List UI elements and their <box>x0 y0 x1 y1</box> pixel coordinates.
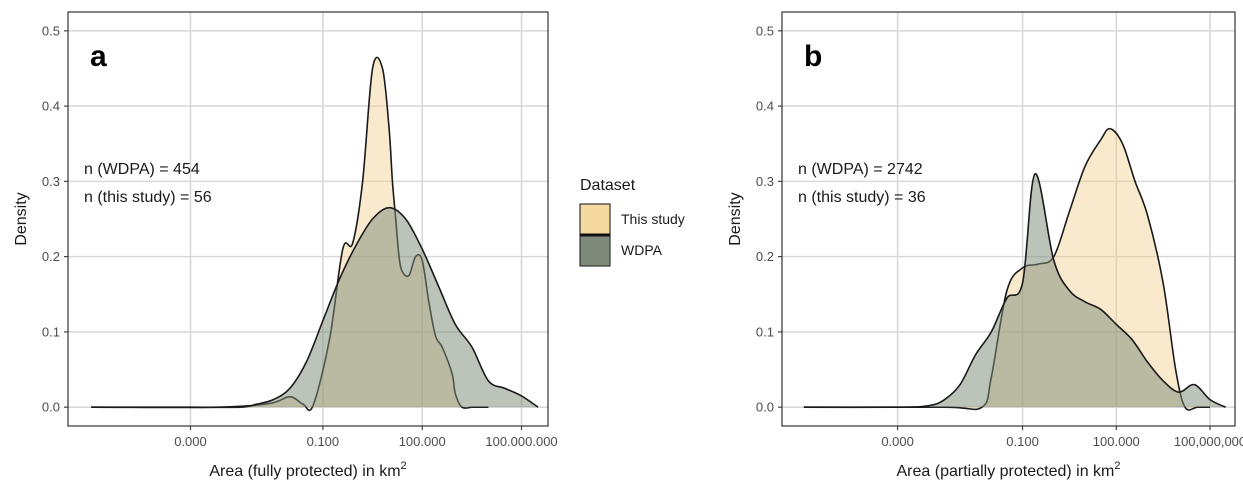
panel-letter: b <box>804 40 822 73</box>
x-tick-label: 0.100 <box>1006 434 1039 449</box>
panel-letter: a <box>90 40 107 73</box>
sample-size-annotation: n (this study) = 56 <box>84 189 212 206</box>
x-tick-label: 100.000 <box>399 434 446 449</box>
legend-label: This study <box>621 211 685 227</box>
y-tick-label: 0.1 <box>42 324 60 339</box>
density-line-wdpa <box>91 206 539 409</box>
legend-key <box>580 235 610 266</box>
y-tick-label: 0.4 <box>42 99 60 114</box>
y-tick-label: 0.4 <box>756 99 774 114</box>
y-tick-label: 0.5 <box>756 23 774 38</box>
legend-label: WDPA <box>621 242 663 258</box>
x-axis-title-superscript: 2 <box>401 460 407 472</box>
panel-border <box>781 11 1236 427</box>
y-axis-title: Density <box>13 192 30 245</box>
density-area-wdpa <box>91 207 539 408</box>
y-tick-label: 0.0 <box>42 400 60 415</box>
x-tick-label: 0.000 <box>174 434 207 449</box>
x-tick-label: 100.000 <box>1093 434 1140 449</box>
y-tick-label: 0.5 <box>42 23 60 38</box>
x-axis-title: Area (fully protected) in km2 <box>209 460 406 480</box>
y-tick-label: 0.2 <box>756 249 774 264</box>
panel-a: 0.0 0.1 0.2 0.3 0.4 0.5 0.000 0.100 100.000 100.0… <box>13 11 558 480</box>
x-tick-label: 0.000 <box>881 434 914 449</box>
legend: Dataset This study WDPA <box>579 177 685 267</box>
y-tick-label: 0.0 <box>756 400 774 415</box>
panel-b: 0.0 0.1 0.2 0.3 0.4 0.5 0.000 0.100 100.000 100,0… <box>727 11 1243 480</box>
y-axis-title: Density <box>727 192 744 245</box>
x-axis-title-superscript: 2 <box>1114 460 1120 472</box>
grid <box>68 12 548 426</box>
y-tick-label: 0.3 <box>756 174 774 189</box>
density-line-wdpa <box>803 173 1226 409</box>
sample-size-annotation: n (WDPA) = 454 <box>84 161 200 178</box>
y-tick-label: 0.2 <box>42 249 60 264</box>
x-axis-title: Area (partially protected) in km2 <box>897 460 1121 480</box>
y-tick-label: 0.3 <box>42 174 60 189</box>
grid <box>782 12 1235 426</box>
panel-border <box>67 11 549 427</box>
density-area-wdpa <box>803 173 1226 408</box>
sample-size-annotation: n (WDPA) = 2742 <box>798 161 923 178</box>
legend-swatch <box>580 204 610 235</box>
x-tick-label: 100,000,000 <box>1174 434 1243 449</box>
sample-size-annotation: n (this study) = 36 <box>798 189 926 206</box>
legend-key <box>580 204 610 235</box>
x-tick-label: 0.100 <box>307 434 340 449</box>
legend-swatch <box>580 235 610 266</box>
x-tick-label: 100.000.000 <box>485 434 557 449</box>
legend-title: Dataset <box>580 177 636 194</box>
y-tick-label: 0.1 <box>756 324 774 339</box>
